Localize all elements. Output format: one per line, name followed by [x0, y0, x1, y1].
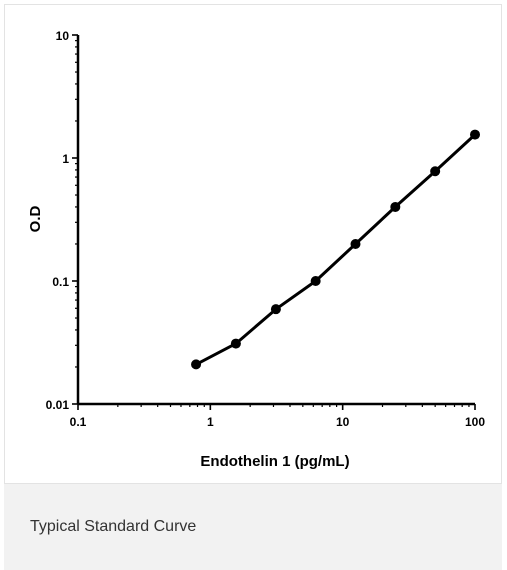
data-point: [310, 276, 321, 286]
chart-card: 0.1 1 10 100 0.01 0.1 1 10 Endothelin 1 (pg/mL)…: [4, 4, 502, 484]
y-tick-label: 0.01: [46, 398, 70, 412]
y-tick-label: 1: [62, 152, 69, 166]
data-point: [350, 238, 361, 249]
x-tick-label: 10: [336, 415, 350, 429]
x-tick-label: 1: [207, 415, 214, 429]
x-tick-label: 0.1: [70, 415, 87, 429]
y-axis-title: O.D: [27, 206, 44, 233]
caption-bar: Typical Standard Curve: [4, 484, 502, 570]
x-tick-label: 100: [465, 415, 485, 429]
data-point: [470, 129, 480, 140]
series-line: [194, 133, 477, 366]
data-point: [430, 166, 441, 177]
x-axis-title: Endothelin 1 (pg/mL): [200, 453, 349, 470]
data-point: [270, 304, 281, 315]
y-tick-label: 10: [56, 29, 70, 43]
data-point: [230, 338, 241, 349]
data-point: [191, 359, 202, 370]
y-tick-label: 0.1: [52, 275, 69, 289]
data-point: [390, 201, 401, 212]
figure-caption: Typical Standard Curve: [30, 518, 197, 535]
